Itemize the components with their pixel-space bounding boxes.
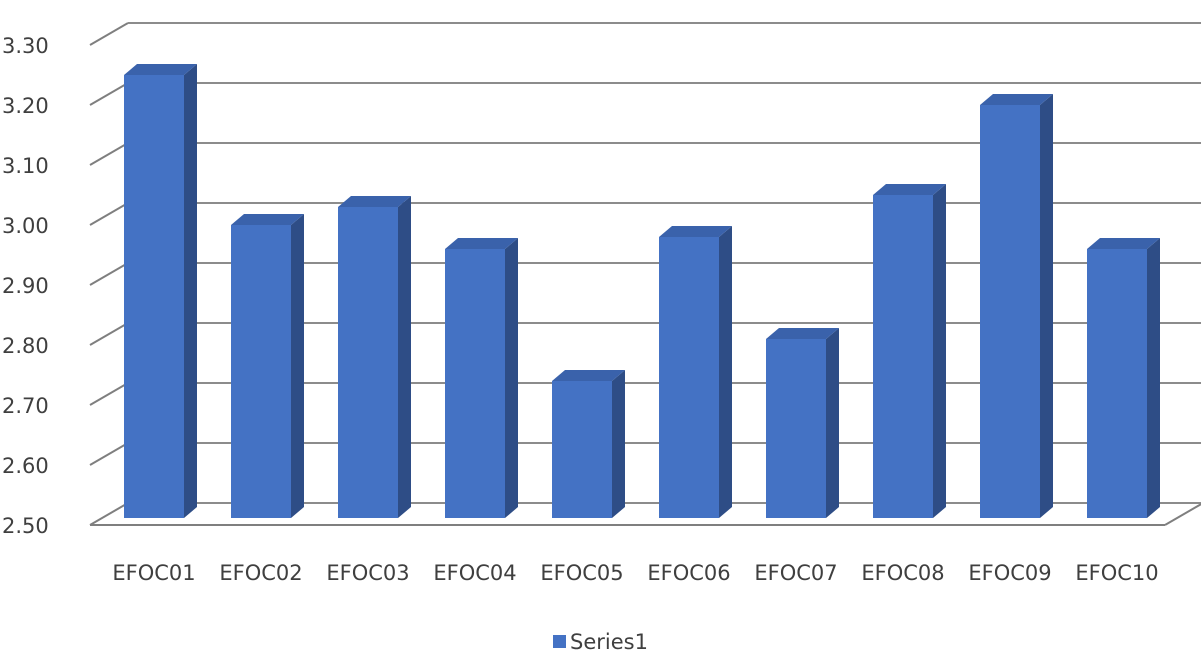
legend: Series1 xyxy=(0,630,1201,654)
x-category-label: EFOC10 xyxy=(1075,561,1158,585)
x-category-label: EFOC04 xyxy=(433,561,516,585)
bar-side xyxy=(184,64,197,518)
gridline-diagonal xyxy=(89,202,129,226)
y-tick-label: 2.50 xyxy=(2,514,49,538)
bar-top xyxy=(659,226,732,237)
gridline-diagonal xyxy=(89,502,129,526)
bar-top xyxy=(1087,238,1160,249)
x-category-label: EFOC02 xyxy=(219,561,302,585)
y-tick-label: 3.20 xyxy=(2,94,49,118)
bar xyxy=(659,226,732,518)
bar-front xyxy=(124,75,184,518)
bar-front xyxy=(659,237,719,518)
bar-side xyxy=(612,370,625,518)
x-category-label: EFOC06 xyxy=(647,561,730,585)
bar-top xyxy=(124,64,197,75)
bar xyxy=(1087,238,1160,518)
bar-front xyxy=(552,381,612,518)
y-tick-label: 2.70 xyxy=(2,394,49,418)
bar-top xyxy=(980,94,1053,105)
gridline-diagonal xyxy=(89,322,129,346)
legend-swatch xyxy=(553,635,567,648)
bar-side xyxy=(933,184,946,518)
bar xyxy=(445,238,518,518)
bar xyxy=(231,214,304,518)
bar xyxy=(124,64,197,518)
bar-side xyxy=(826,328,839,518)
bar-front xyxy=(338,207,398,518)
bar xyxy=(873,184,946,518)
bar xyxy=(338,196,411,518)
x-category-label: EFOC03 xyxy=(326,561,409,585)
floor-right-edge xyxy=(1164,503,1201,526)
bar-top xyxy=(552,370,625,381)
bar xyxy=(552,370,625,518)
bar-side xyxy=(1147,238,1160,518)
bar-front xyxy=(980,105,1040,518)
bar-side xyxy=(1040,94,1053,518)
y-tick-label: 2.90 xyxy=(2,274,49,298)
x-category-label: EFOC01 xyxy=(112,561,195,585)
bar-top xyxy=(445,238,518,249)
bar-front xyxy=(445,249,505,518)
y-tick-label: 3.10 xyxy=(2,154,49,178)
x-category-label: EFOC09 xyxy=(968,561,1051,585)
bar xyxy=(766,328,839,518)
y-tick-label: 3.30 xyxy=(2,34,49,58)
bar-side xyxy=(291,214,304,518)
bar-side xyxy=(505,238,518,518)
bar-side xyxy=(719,226,732,518)
gridline-diagonal xyxy=(89,382,129,406)
bar-front xyxy=(873,195,933,518)
legend-label: Series1 xyxy=(570,630,648,654)
y-axis-ticks: 2.50 2.60 2.70 2.80 2.90 3.00 3.10 3.20 3.30 xyxy=(2,34,49,538)
y-tick-label: 2.80 xyxy=(2,334,49,358)
x-category-label: EFOC08 xyxy=(861,561,944,585)
x-category-label: EFOC07 xyxy=(754,561,837,585)
bar xyxy=(980,94,1053,518)
bar-front xyxy=(766,339,826,518)
bar-front xyxy=(1087,249,1147,518)
bar-top xyxy=(231,214,304,225)
gridline-diagonal xyxy=(89,142,129,166)
gridline-diagonal xyxy=(89,442,129,466)
bar-top xyxy=(338,196,411,207)
bar-top xyxy=(766,328,839,339)
gridline-diagonal xyxy=(89,82,129,106)
y-tick-label: 3.00 xyxy=(2,214,49,238)
x-category-label: EFOC05 xyxy=(540,561,623,585)
y-tick-label: 2.60 xyxy=(2,454,49,478)
gridline-diagonal xyxy=(89,22,129,46)
bar-side xyxy=(398,196,411,518)
gridline-diagonal xyxy=(89,262,129,286)
bars xyxy=(124,64,1160,518)
x-axis-categories: EFOC01 EFOC02 EFOC03 EFOC04 EFOC05 EFOC06 EFOC… xyxy=(112,561,1158,585)
bar-top xyxy=(873,184,946,195)
bar-front xyxy=(231,225,291,518)
